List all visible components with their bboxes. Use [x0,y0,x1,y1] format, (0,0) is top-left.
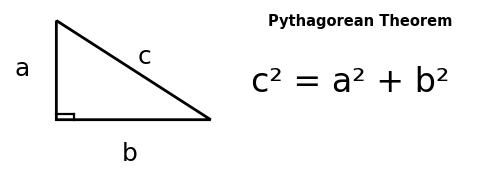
Text: Pythagorean Theorem: Pythagorean Theorem [268,14,452,29]
Text: c² = a² + b²: c² = a² + b² [251,66,449,98]
Text: b: b [122,142,138,166]
Text: c: c [138,45,151,69]
Text: a: a [14,57,30,81]
